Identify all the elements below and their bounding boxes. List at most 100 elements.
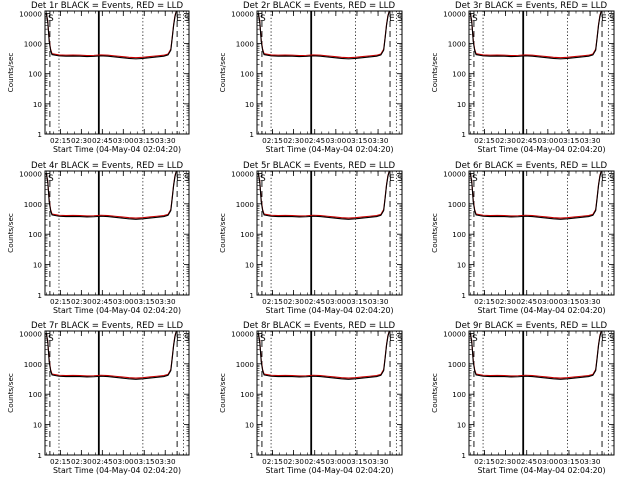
y-tick-label: 10	[457, 100, 467, 109]
series-line-events	[469, 11, 602, 60]
x-tick-label: 02:15	[474, 297, 495, 306]
plot-frame	[256, 330, 403, 456]
x-tick-label: 03:15	[347, 136, 368, 145]
x-tick-label: 03:30	[580, 136, 601, 145]
x-axis-label: Start Time (04-May-04 02:04:20)	[53, 145, 181, 154]
data-layer	[45, 171, 177, 220]
x-tick-label: 03:15	[347, 297, 368, 306]
annotation-e-marker: E	[176, 174, 182, 184]
y-tick-label: 1	[249, 451, 254, 460]
x-tick-label: 03:15	[134, 297, 155, 306]
x-tick-label: 03:30	[155, 297, 176, 306]
annotation-s-marker: S	[260, 174, 266, 184]
series-line-lld	[257, 331, 390, 379]
x-tick-label: 02:15	[262, 136, 283, 145]
series-line-lld	[45, 331, 177, 379]
annotation-s-marker: S	[48, 14, 54, 24]
y-tick-label: 10	[457, 421, 467, 430]
x-tick-label: 03:00	[325, 457, 346, 466]
annotation-s-marker: S	[184, 334, 190, 344]
x-tick-label: 02:30	[283, 297, 304, 306]
x-tick-label: 03:15	[559, 297, 580, 306]
x-tick-label: 03:00	[325, 136, 346, 145]
series-line-lld	[469, 11, 602, 59]
x-axis-label: Start Time (04-May-04 02:04:20)	[265, 306, 393, 315]
y-axis-label: Counts/sec	[430, 213, 439, 253]
y-axis-label: Counts/sec	[218, 213, 227, 253]
plot-frame	[468, 170, 615, 296]
series-line-events	[45, 331, 177, 380]
y-tick-label: 1000	[24, 200, 43, 209]
y-tick-label: 100	[240, 230, 254, 239]
x-tick-label: 03:15	[347, 457, 368, 466]
annotation-s-marker: S	[260, 14, 266, 24]
chart-title: Det 1r BLACK = Events, RED = LLD	[31, 1, 183, 11]
y-tick-label: 100	[28, 70, 42, 79]
y-axis-label: Counts/sec	[218, 53, 227, 93]
x-tick-label: 02:45	[92, 297, 113, 306]
y-tick-label: 100	[240, 70, 254, 79]
y-tick-label: 1000	[236, 360, 255, 369]
chart-panel-8: Det 8r BLACK = Events, RED = LLD 1 10 100 10…	[218, 321, 403, 475]
annotation-s-marker: S	[397, 174, 403, 184]
y-tick-label: 10000	[231, 9, 254, 18]
annotation-e-marker: E	[389, 334, 395, 344]
y-tick-label: 10	[33, 261, 43, 270]
data-layer	[45, 331, 177, 380]
x-tick-label: 03:30	[368, 136, 389, 145]
x-tick-label: 03:00	[537, 457, 558, 466]
x-tick-label: 02:45	[304, 136, 325, 145]
chart-panel-6: Det 6r BLACK = Events, RED = LLD 1 10 100 10…	[430, 161, 615, 315]
y-tick-label: 1000	[236, 200, 255, 209]
y-tick-label: 1000	[24, 40, 43, 49]
plot-frame	[468, 10, 615, 135]
data-layer	[257, 11, 390, 60]
series-line-events	[257, 331, 390, 380]
plot-frame	[44, 170, 190, 296]
x-tick-label: 02:30	[495, 297, 516, 306]
x-tick-label: 02:15	[50, 297, 71, 306]
y-tick-label: 1	[37, 130, 42, 139]
chart-panel-1: Det 1r BLACK = Events, RED = LLD 1 10 100 10…	[6, 1, 190, 154]
y-tick-label: 1	[249, 130, 254, 139]
annotation-s-marker: S	[397, 334, 403, 344]
y-tick-label: 10000	[443, 169, 466, 178]
chart-panel-9: Det 9r BLACK = Events, RED = LLD 1 10 100 10…	[430, 321, 615, 475]
x-tick-label: 02:45	[516, 136, 537, 145]
series-line-lld	[257, 11, 390, 59]
y-axis-label: Counts/sec	[6, 373, 15, 413]
x-tick-label: 02:45	[92, 457, 113, 466]
data-layer	[469, 171, 602, 220]
chart-title: Det 2r BLACK = Events, RED = LLD	[243, 1, 395, 11]
y-tick-label: 1	[461, 451, 466, 460]
y-tick-label: 10000	[19, 169, 42, 178]
x-tick-label: 03:00	[537, 297, 558, 306]
data-layer	[257, 331, 390, 380]
y-tick-label: 100	[452, 70, 466, 79]
y-tick-label: 10	[245, 100, 255, 109]
x-tick-label: 02:15	[50, 136, 71, 145]
data-layer	[257, 171, 390, 220]
y-tick-label: 10000	[231, 329, 254, 338]
annotation-s-marker: S	[48, 334, 54, 344]
x-tick-label: 03:30	[580, 297, 601, 306]
annotation-s-marker: S	[48, 174, 54, 184]
x-tick-label: 03:00	[113, 136, 134, 145]
x-axis-label: Start Time (04-May-04 02:04:20)	[477, 145, 605, 154]
y-axis-label: Counts/sec	[6, 213, 15, 253]
y-tick-label: 10	[245, 421, 255, 430]
x-tick-label: 02:30	[71, 297, 92, 306]
y-tick-label: 100	[452, 230, 466, 239]
annotation-e-marker: E	[176, 14, 182, 24]
series-line-events	[469, 171, 602, 220]
annotation-s-marker: S	[472, 174, 478, 184]
chart-panel-3: Det 3r BLACK = Events, RED = LLD 1 10 100 10…	[430, 1, 615, 154]
chart-panel-7: Det 7r BLACK = Events, RED = LLD 1 10 100 10…	[6, 321, 190, 475]
x-axis-label: Start Time (04-May-04 02:04:20)	[477, 306, 605, 315]
x-tick-label: 03:30	[580, 457, 601, 466]
y-tick-label: 1000	[24, 360, 43, 369]
x-tick-label: 02:45	[516, 457, 537, 466]
annotation-e-marker: E	[176, 334, 182, 344]
chart-title: Det 4r BLACK = Events, RED = LLD	[31, 161, 183, 171]
